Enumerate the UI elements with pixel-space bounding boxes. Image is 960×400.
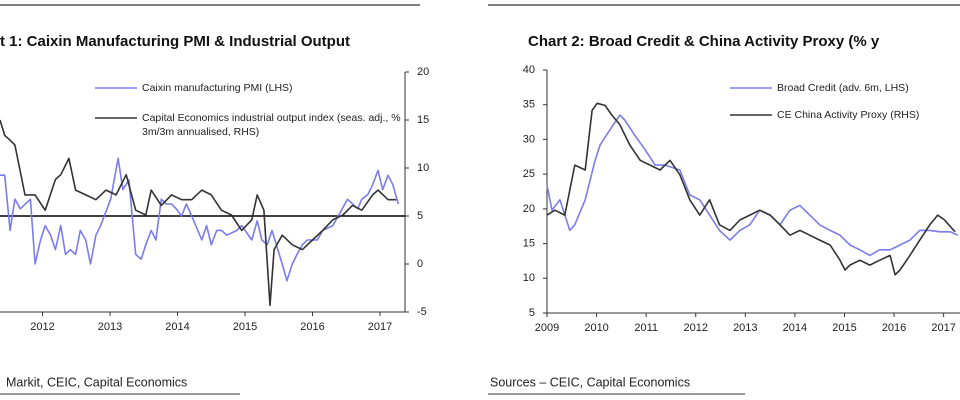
y-tick-label: 5 — [417, 210, 423, 222]
chart-title: Chart 2: Broad Credit & China Activity P… — [528, 33, 880, 50]
chart-title: t 1: Caixin Manufacturing PMI & Industri… — [0, 33, 350, 50]
x-tick-label: 2010 — [584, 322, 608, 334]
x-tick-label: 2012 — [30, 321, 54, 333]
x-tick-label: 2015 — [832, 322, 856, 334]
source: Sources – CEIC, Capital Economics — [490, 375, 690, 389]
y-tick-label: 35 — [523, 99, 535, 111]
x-tick-label: 2011 — [634, 322, 658, 334]
series-line — [546, 114, 959, 257]
y-tick-label: 40 — [523, 64, 535, 76]
legend-label: Broad Credit (adv. 6m, LHS) — [777, 82, 909, 94]
y-tick-label: 0 — [417, 258, 423, 270]
x-tick-label: 2015 — [233, 321, 257, 333]
source: Markit, CEIC, Capital Economics — [6, 375, 187, 389]
x-tick-label: 2014 — [783, 322, 807, 334]
series-line — [546, 102, 956, 276]
x-tick-label: 2017 — [931, 322, 955, 334]
y-tick-label: 10 — [523, 272, 535, 284]
y-tick-label: -5 — [417, 306, 427, 318]
legend-label: CE China Activity Proxy (RHS) — [777, 109, 920, 121]
series-line — [0, 157, 400, 282]
y-tick-label: 5 — [529, 307, 535, 319]
x-tick-label: 2016 — [882, 322, 906, 334]
x-tick-label: 2013 — [733, 322, 757, 334]
y-tick-label: 30 — [523, 133, 535, 145]
x-tick-label: 2014 — [165, 321, 189, 333]
x-tick-label: 2016 — [300, 321, 324, 333]
legend-label: Capital Economics industrial output inde… — [142, 112, 401, 138]
y-tick-label: 10 — [417, 162, 429, 174]
y-tick-label: 15 — [417, 114, 429, 126]
x-tick-label: 2017 — [368, 321, 392, 333]
series-line — [0, 119, 397, 307]
x-tick-label: 2012 — [683, 322, 707, 334]
y-tick-label: 25 — [523, 168, 535, 180]
y-tick-label: 15 — [523, 237, 535, 249]
x-tick-label: 2009 — [535, 322, 559, 334]
x-tick-label: 2013 — [98, 321, 122, 333]
y-tick-label: 20 — [523, 203, 535, 215]
legend-label: Caixin manufacturing PMI (LHS) — [142, 82, 293, 94]
y-tick-label: 20 — [417, 66, 429, 78]
